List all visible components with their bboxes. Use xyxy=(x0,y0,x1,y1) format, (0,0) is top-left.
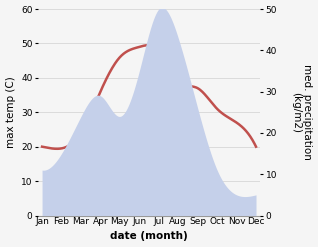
X-axis label: date (month): date (month) xyxy=(110,231,188,242)
Y-axis label: med. precipitation
(kg/m2): med. precipitation (kg/m2) xyxy=(291,64,313,160)
Y-axis label: max temp (C): max temp (C) xyxy=(5,76,16,148)
